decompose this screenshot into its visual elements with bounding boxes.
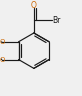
Text: O: O [31, 1, 37, 10]
Text: O: O [0, 57, 5, 62]
Text: O: O [0, 39, 5, 45]
Text: Br: Br [52, 16, 61, 25]
